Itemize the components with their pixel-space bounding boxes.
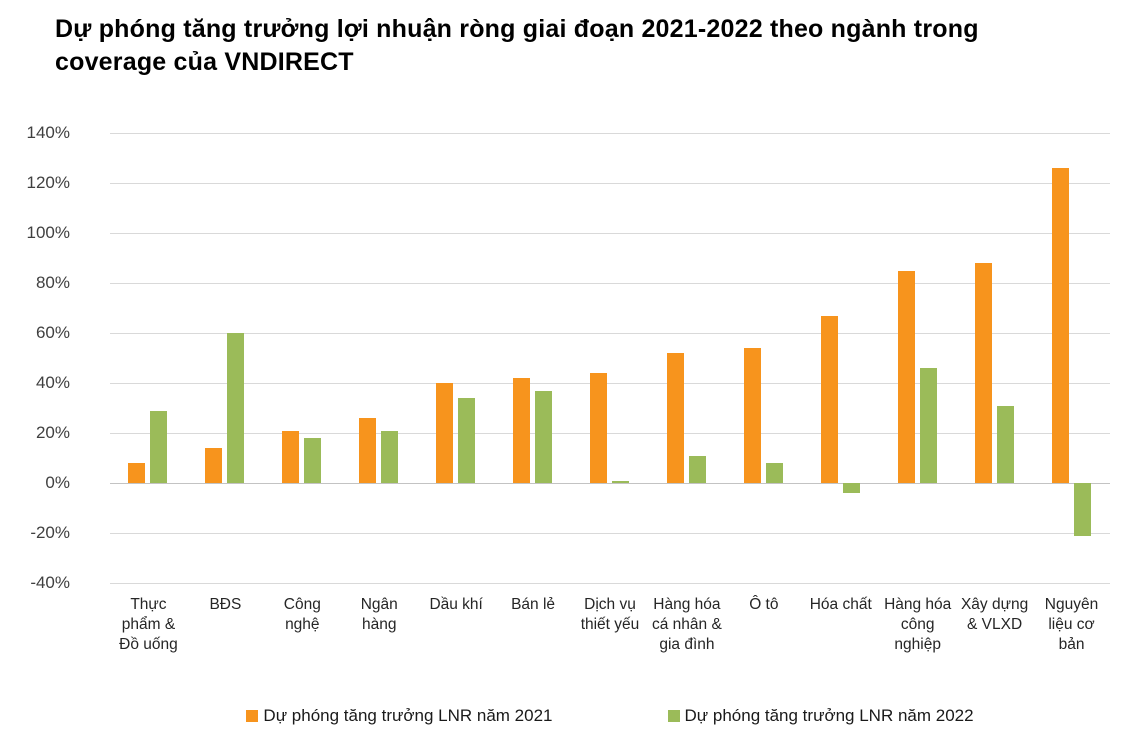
y-axis-tick-label: 140% (26, 123, 70, 142)
bar-group (418, 133, 495, 583)
bar-2021 (820, 315, 838, 483)
bar-2021 (666, 353, 684, 483)
legend-label: Dự phóng tăng trưởng LNR năm 2022 (684, 706, 974, 725)
bar-group (495, 133, 572, 583)
x-axis-line (110, 483, 1110, 484)
category-label: Hàng hóa công nghiệp (884, 596, 952, 653)
chart-title: Dự phóng tăng trưởng lợi nhuận ròng giai… (55, 15, 979, 76)
bar-2021 (436, 383, 454, 483)
bar-2022 (304, 438, 322, 483)
bar-2022 (919, 368, 937, 483)
bar-2022 (611, 480, 629, 483)
category-label: Bán lẻ (511, 596, 556, 613)
gridline (110, 383, 1110, 384)
category-label: Hàng hóa cá nhân & gia đình (652, 596, 722, 653)
bar-2021 (359, 418, 377, 483)
y-axis-tick-label: -20% (30, 523, 70, 542)
bar-2022 (842, 483, 860, 493)
bar-2022 (1073, 483, 1091, 536)
bar-2021 (974, 263, 992, 483)
y-axis-tick-label: 0% (45, 473, 70, 492)
gridline (110, 583, 1110, 584)
bar-2022 (688, 455, 706, 483)
category-label: Thực phẩm & Đồ uống (119, 596, 178, 653)
category-label: Dầu khí (429, 596, 483, 613)
y-axis-tick-label: 40% (35, 373, 70, 392)
bar-2022 (765, 463, 783, 483)
plot-area: 140% 120% 100% 80% 60% 40% 20% 0% -20% -40% (27, 123, 1110, 592)
gridline (110, 433, 1110, 434)
bar-2021 (743, 348, 761, 483)
bar-group (110, 133, 187, 583)
y-axis-tick-label: 120% (26, 173, 70, 192)
y-axis-tick-label: 100% (26, 223, 70, 242)
category-label: Ngân hàng (360, 596, 398, 633)
bar-2022 (381, 430, 399, 483)
bar-2021 (897, 270, 915, 483)
bar-2021 (205, 448, 223, 483)
category-label: Xây dựng & VLXD (960, 596, 1029, 633)
legend-swatch-icon (246, 710, 259, 722)
bar-2021 (1051, 168, 1069, 483)
bar-group (572, 133, 649, 583)
y-axis-tick-label: 60% (35, 323, 70, 342)
y-axis-tick-label: -40% (30, 573, 70, 592)
bar-2022 (227, 333, 245, 483)
bar-group (264, 133, 341, 583)
bar-group (187, 133, 264, 583)
category-label: Ô tô (749, 596, 779, 613)
y-axis-tick-label: 80% (35, 273, 70, 292)
legend: Dự phóng tăng trưởng LNR năm 2021 Dự phón… (110, 706, 1110, 726)
gridline (110, 333, 1110, 334)
legend-label: Dự phóng tăng trưởng LNR năm 2021 (263, 706, 553, 725)
gridline (110, 283, 1110, 284)
bar-2021 (282, 430, 300, 483)
bar-2021 (128, 463, 146, 483)
bar-2021 (513, 378, 531, 483)
bar-2022 (996, 405, 1014, 483)
category-label: Dịch vụ thiết yếu (580, 596, 640, 633)
x-axis-labels: Thực phẩm & Đồ uống BĐS Công nghệ Ngân hàng… (110, 595, 1110, 655)
gridline (110, 183, 1110, 184)
legend-swatch-icon (667, 710, 680, 722)
gridline (110, 533, 1110, 534)
bar-group (956, 133, 1033, 583)
bar-group (725, 133, 802, 583)
bar-group (802, 133, 879, 583)
y-axis-tick-label: 20% (35, 423, 70, 442)
category-label: Hóa chất (809, 596, 872, 613)
category-label: Công nghệ (283, 596, 321, 633)
category-label: Nguyên liệu cơ bản (1044, 596, 1099, 653)
bar-2022 (458, 398, 476, 483)
bar-group (341, 133, 418, 583)
legend-item-2022: Dự phóng tăng trưởng LNR năm 2022 (667, 706, 974, 726)
bar-group (879, 133, 956, 583)
category-label: BĐS (209, 596, 242, 613)
legend-item-2021: Dự phóng tăng trưởng LNR năm 2021 (246, 706, 553, 726)
bar-groups (110, 133, 1110, 583)
gridline (110, 233, 1110, 234)
bar-2022 (535, 390, 553, 483)
bar-group (1033, 133, 1110, 583)
gridline (110, 133, 1110, 134)
bar-2021 (589, 373, 607, 483)
bar-2022 (150, 410, 168, 483)
bar-group (648, 133, 725, 583)
